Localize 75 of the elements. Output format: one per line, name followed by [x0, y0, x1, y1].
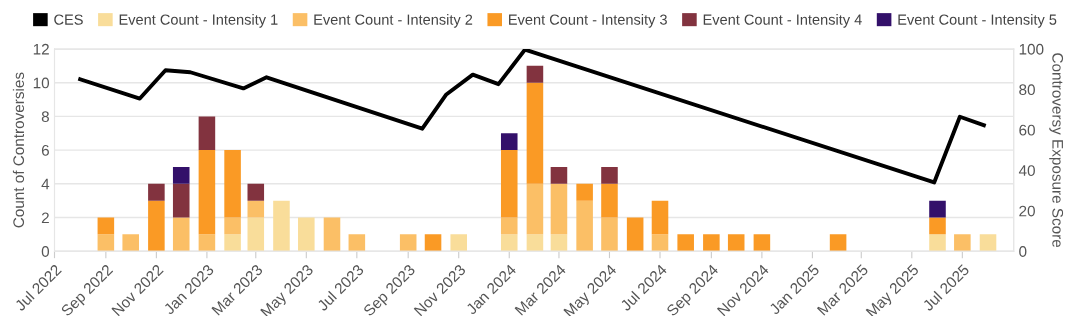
legend-label: CES — [54, 14, 83, 25]
legend-label: Event Count - Intensity 1 — [119, 14, 278, 28]
bar — [97, 217, 115, 235]
bar — [601, 166, 618, 184]
bar — [172, 183, 190, 218]
bar — [829, 234, 847, 252]
y2-tick-label: 80 — [1019, 84, 1035, 96]
bar — [576, 183, 593, 201]
y2-axis-title: Controversy Exposure Score — [1049, 53, 1064, 248]
bar — [424, 234, 442, 252]
legend-label: Event Count - Intensity 4 — [703, 14, 862, 28]
legend-label: Event Count - Intensity 5 — [898, 14, 1057, 28]
y2-tick-label: 0 — [1019, 246, 1027, 257]
bar — [979, 234, 997, 252]
bar — [753, 234, 771, 252]
bar — [929, 217, 946, 235]
y2-tick-label: 40 — [1018, 165, 1035, 177]
bar — [198, 150, 216, 235]
bar — [148, 183, 165, 201]
bar — [247, 217, 265, 252]
bar — [198, 234, 216, 252]
bar — [224, 150, 241, 218]
y-axis-title: Count of Controversies — [12, 72, 25, 228]
y-tick-label: 10 — [33, 77, 50, 89]
bar — [601, 217, 618, 252]
bar — [500, 150, 518, 218]
bar — [122, 234, 139, 252]
bar — [550, 166, 568, 184]
bar — [97, 234, 115, 252]
bar — [172, 166, 190, 184]
bar — [198, 116, 216, 151]
bar — [348, 234, 366, 252]
bar — [929, 234, 946, 252]
bar — [526, 183, 544, 235]
bar — [148, 200, 165, 252]
bar — [247, 183, 265, 201]
bar — [273, 200, 290, 252]
legend-label: Event Count - Intensity 2 — [314, 14, 473, 28]
legend-label: Event Count - Intensity 3 — [509, 14, 667, 28]
y-tick-label: 6 — [41, 144, 49, 156]
bar — [224, 234, 241, 252]
line-series — [78, 48, 986, 185]
bar — [224, 217, 241, 235]
bar — [651, 234, 669, 252]
bar — [601, 183, 618, 218]
bar — [703, 234, 720, 252]
bar — [550, 234, 568, 252]
bar — [500, 234, 518, 252]
bar — [399, 234, 417, 252]
bar — [651, 200, 669, 235]
y-tick-label: 4 — [41, 178, 50, 190]
bar — [626, 217, 644, 252]
bar — [323, 217, 341, 252]
bar — [172, 217, 190, 252]
y2-tick-label: 100 — [1019, 43, 1044, 55]
bar — [526, 82, 544, 184]
y2-tick-label: 60 — [1019, 124, 1035, 136]
y-tick-label: 12 — [33, 43, 49, 55]
bar — [677, 234, 694, 252]
y-tick-label: 8 — [41, 111, 49, 123]
bar — [727, 234, 745, 252]
y2-tick-label: 20 — [1019, 205, 1035, 217]
bar — [576, 200, 593, 252]
bar — [929, 200, 946, 218]
bar — [500, 217, 518, 235]
bar — [247, 200, 265, 218]
y-tick-label: 0 — [41, 246, 50, 257]
bar — [298, 217, 315, 252]
bar — [550, 183, 568, 235]
bar — [526, 65, 544, 83]
bar — [526, 234, 544, 252]
bar — [500, 133, 518, 151]
bar — [954, 234, 971, 252]
y-tick-label: 2 — [41, 212, 49, 224]
bar — [450, 234, 468, 252]
